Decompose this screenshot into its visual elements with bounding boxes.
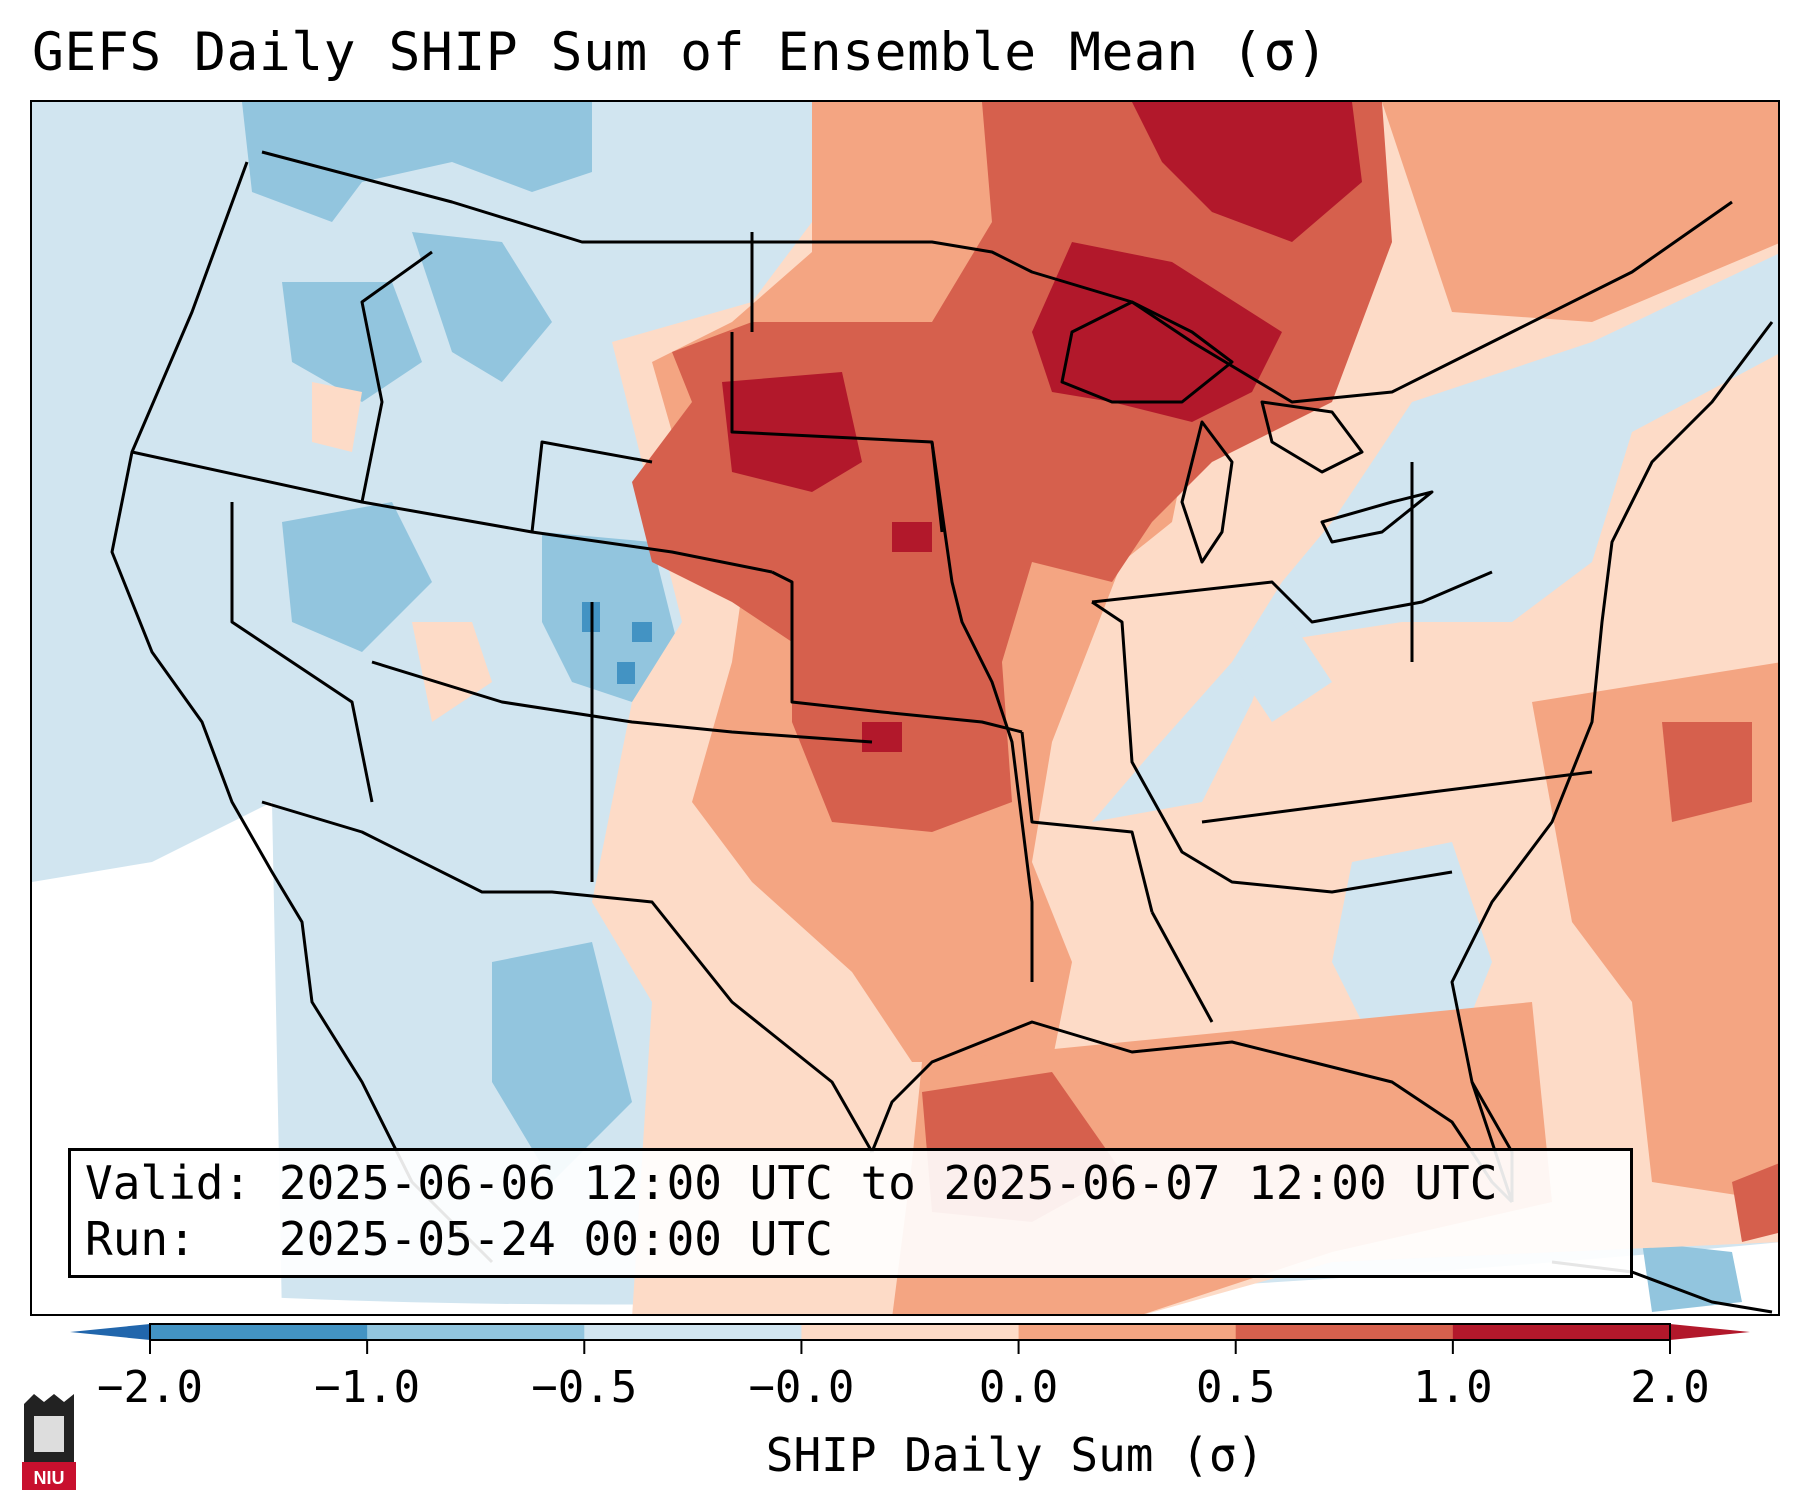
strong-negative-patches [582, 602, 652, 684]
colorbar-tick-label: 0.0 [978, 1362, 1059, 1413]
colorbar-tick-label: −1.0 [314, 1362, 421, 1413]
patch-quebec [1382, 102, 1778, 322]
lake-erie [1320, 490, 1434, 544]
patch-washington [282, 282, 422, 402]
border-4corners [371, 660, 873, 744]
border-us-mexico [261, 800, 874, 1153]
valid-run-box: Valid: 2025-06-06 12:00 UTC to 2025-06-0… [68, 1148, 1633, 1278]
border-wyoming-s [530, 440, 653, 533]
colorbar-segment [1018, 1324, 1237, 1340]
run-label: Run: [85, 1212, 196, 1266]
patch-utah [412, 622, 492, 722]
colorbar-outline [149, 1323, 1671, 1341]
chart-title: GEFS Daily SHIP Sum of Ensemble Mean (σ) [32, 22, 1329, 83]
patch-nevada [282, 502, 432, 652]
borders [110, 150, 1774, 1314]
niu-logo: NIU [22, 1394, 76, 1490]
patch-mexico [492, 942, 632, 1182]
border-nevada [230, 502, 374, 803]
map-panel[interactable] [30, 100, 1780, 1316]
border-us-canada [261, 150, 1733, 404]
colorbar-segment [801, 1324, 1020, 1340]
extreme-positive-patches [722, 102, 1362, 752]
patch-co-dark-2 [632, 622, 652, 642]
run-value: 2025-05-24 00:00 UTC [278, 1212, 833, 1266]
colorbar-tick-label: −0.5 [531, 1362, 638, 1413]
coast-east [1450, 321, 1774, 1203]
border-interior-2 [360, 250, 433, 503]
negative-anomaly-patches [242, 102, 1778, 1312]
off-domain-bottom [32, 1242, 1778, 1314]
patch-oregon [312, 382, 362, 452]
colorbar-extend-low [70, 1324, 150, 1340]
neutral-east-patches [1092, 253, 1778, 1182]
map-svg [32, 102, 1778, 1314]
colorbar-segment [1235, 1324, 1454, 1340]
patch-idaho [412, 232, 552, 382]
patch-wv [1232, 622, 1332, 722]
patch-oklahoma [862, 722, 902, 752]
colorbar-label: SHIP Daily Sum (σ) [765, 1428, 1265, 1482]
border-kansas [771, 570, 1023, 734]
colorbar-tick-label: −2.0 [97, 1362, 203, 1413]
patch-cuba [1642, 1242, 1742, 1312]
colorbar-tick-label: 1.0 [1413, 1362, 1493, 1413]
patch-ohio-valley-ne [1092, 253, 1778, 822]
patch-georgia [1332, 842, 1492, 1062]
border-southeast [1091, 600, 1453, 894]
patch-south-dakota [722, 372, 862, 492]
border-tn-nc [1201, 770, 1593, 824]
colorbar [70, 1323, 1750, 1354]
patch-caribbean [1732, 1163, 1778, 1242]
coast-gulf [870, 1020, 1514, 1204]
patch-ontario [1132, 102, 1362, 242]
border-louisiana [1150, 911, 1214, 1023]
border-arkansas [1020, 731, 1154, 913]
lake-michigan [1180, 420, 1234, 564]
colorbar-segment [584, 1324, 802, 1340]
patch-colorado [542, 532, 682, 702]
logo-text: NIU [34, 1468, 65, 1488]
colorbar-tick-label: 2.0 [1630, 1362, 1710, 1413]
patch-superior [1032, 242, 1282, 422]
lake-superior [1060, 300, 1234, 404]
valid-label: Valid: [85, 1156, 252, 1210]
colorbar-segment [1452, 1324, 1671, 1340]
colorbar-extend-high [1670, 1324, 1750, 1340]
lake-huron [1260, 400, 1364, 474]
colorbar-segment [150, 1324, 368, 1340]
colorbar-segment [367, 1324, 585, 1340]
colorbar-tick-label: −0.0 [748, 1362, 855, 1413]
valid-value: 2025-06-06 12:00 UTC to 2025-06-07 12:00… [278, 1156, 1498, 1210]
patch-co-dark-3 [617, 662, 635, 684]
border-missouri-river [930, 441, 1034, 982]
border-ohio [1091, 570, 1493, 624]
patch-atlantic-strong [1662, 722, 1752, 822]
colorbar-tick-label: 0.5 [1195, 1362, 1276, 1413]
patch-nebraska [892, 522, 932, 552]
patch-nw-canada [242, 102, 592, 222]
